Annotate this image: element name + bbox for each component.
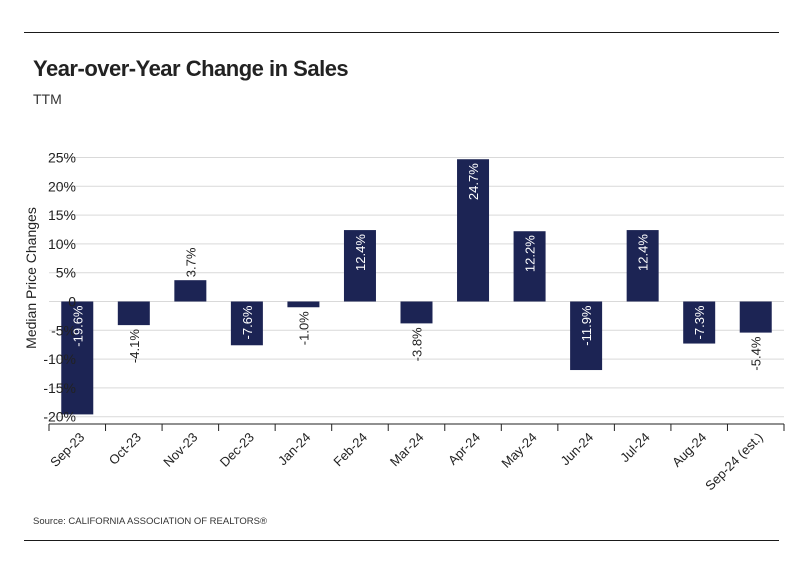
data-label: -7.3% bbox=[692, 305, 707, 339]
bar bbox=[343, 230, 376, 302]
x-tick-label: Dec-23 bbox=[217, 430, 257, 470]
x-tick-label: Feb-24 bbox=[330, 430, 370, 470]
bar bbox=[683, 301, 716, 344]
bar bbox=[570, 301, 603, 371]
y-tick-label: 15% bbox=[48, 207, 76, 223]
data-label: 12.2% bbox=[523, 235, 538, 272]
x-tick-label: Jul-24 bbox=[617, 430, 653, 466]
bar bbox=[61, 301, 94, 415]
top-rule bbox=[24, 32, 779, 33]
bar bbox=[626, 230, 659, 302]
y-tick-label: 5% bbox=[56, 265, 76, 281]
x-tick-label: Sep-23 bbox=[47, 430, 87, 470]
y-tick-label: 25% bbox=[48, 150, 76, 166]
x-tick-label: Sep-24 (est.) bbox=[702, 430, 766, 494]
bar bbox=[117, 301, 150, 326]
y-tick-label: 10% bbox=[48, 236, 76, 252]
y-tick-label: -15% bbox=[43, 380, 76, 396]
bar bbox=[513, 231, 546, 302]
data-label: -4.1% bbox=[127, 329, 142, 363]
bottom-rule bbox=[24, 540, 779, 541]
y-tick-label: 0 bbox=[68, 294, 76, 310]
y-tick-label: 20% bbox=[48, 178, 76, 194]
grid-lines bbox=[49, 157, 784, 418]
x-tick-label: Mar-24 bbox=[387, 430, 427, 470]
source-note: Source: CALIFORNIA ASSOCIATION OF REALTO… bbox=[33, 516, 268, 527]
data-label: -11.9% bbox=[579, 305, 594, 346]
data-label: -3.8% bbox=[410, 327, 425, 361]
x-tick-label: Jan-24 bbox=[275, 430, 314, 469]
y-tick-label: -5% bbox=[51, 322, 76, 338]
data-label: 12.4% bbox=[636, 234, 651, 271]
data-label: 24.7% bbox=[466, 163, 481, 200]
data-label: -19.6% bbox=[70, 305, 85, 347]
data-label: -1.0% bbox=[296, 311, 311, 345]
y-tick-label: -10% bbox=[43, 351, 76, 367]
labels: Median Price Changes -19.6% Sep-23 -4.1% Oct… bbox=[23, 163, 766, 493]
x-tick-label: Oct-23 bbox=[106, 430, 144, 468]
data-label: -5.4% bbox=[749, 336, 764, 370]
data-label: 12.4% bbox=[353, 234, 368, 271]
x-tick-label: May-24 bbox=[498, 430, 539, 471]
data-label: -7.6% bbox=[240, 305, 255, 339]
bars bbox=[61, 159, 772, 415]
bar bbox=[400, 301, 433, 324]
x-tick-label: Aug-24 bbox=[669, 430, 709, 470]
data-label: 3.7% bbox=[183, 247, 198, 277]
chart-title: Year-over-Year Change in Sales bbox=[33, 56, 349, 81]
x-tick-label: Jun-24 bbox=[558, 430, 597, 469]
y-tick-label: -20% bbox=[43, 409, 76, 425]
bar bbox=[457, 159, 490, 302]
bar bbox=[230, 301, 263, 346]
bar bbox=[739, 301, 772, 333]
y-axis-title: Median Price Changes bbox=[23, 207, 39, 349]
bar bbox=[287, 301, 320, 308]
x-tick-label: Nov-23 bbox=[160, 430, 200, 470]
bar bbox=[174, 280, 207, 302]
x-tick-label: Apr-24 bbox=[445, 430, 483, 468]
chart-subtitle: TTM bbox=[33, 91, 62, 107]
axes: 25% 20% 15% 10% 5% 0 -5% -10% -15% -20% bbox=[43, 150, 785, 431]
